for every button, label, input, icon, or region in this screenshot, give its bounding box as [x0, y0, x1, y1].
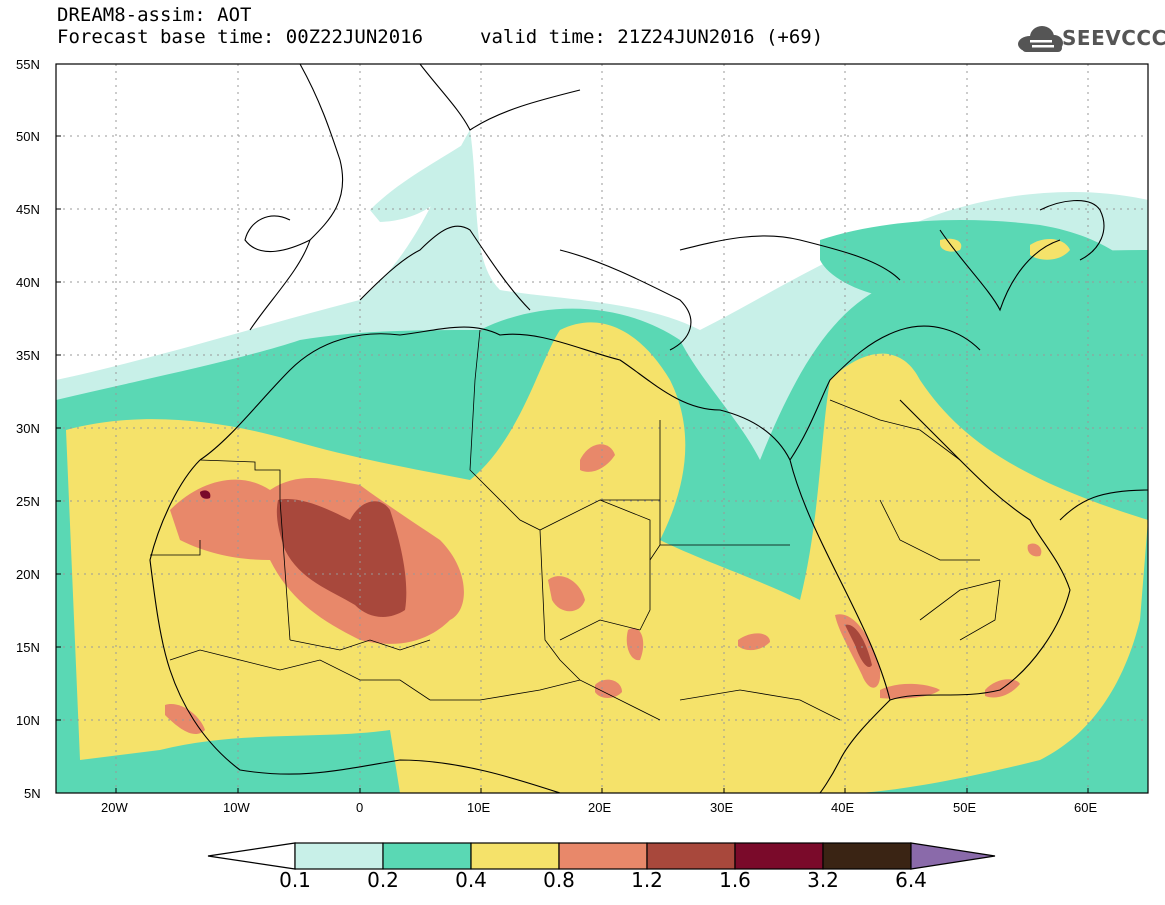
lon-label-20w: 20W	[101, 800, 128, 815]
lat-label-20n: 20N	[16, 567, 40, 582]
lon-label-10w: 10W	[223, 800, 250, 815]
colorbar-box-0.4	[470, 842, 560, 870]
colorbar-box-1.6	[734, 842, 824, 870]
lat-label-15n: 15N	[16, 640, 40, 655]
forecast-base-time: Forecast base time: 00Z22JUN2016	[57, 26, 424, 48]
cloud-logo-icon	[1018, 26, 1063, 52]
lat-label-30n: 30N	[16, 421, 40, 436]
aot-field	[56, 64, 1148, 793]
colorbar-high-arrow	[910, 842, 996, 870]
colorbar-label-6.4: 6.4	[895, 868, 927, 892]
lon-label-60e: 60E	[1074, 800, 1098, 815]
lat-label-50n: 50N	[16, 129, 40, 144]
aot-band-0.8-libya	[580, 444, 615, 472]
colorbar-box-1.2	[646, 842, 736, 870]
lat-label-10n: 10N	[16, 713, 40, 728]
lat-label-40n: 40N	[16, 275, 40, 290]
colorbar-box-0.2	[382, 842, 472, 870]
aot-band-1.6	[200, 490, 211, 499]
aot-band-1.2-redsea	[845, 624, 872, 668]
aot-band-0.8-east	[738, 633, 770, 651]
lat-label-35n: 35N	[16, 348, 40, 363]
aot-band-0.4-caspian	[1030, 238, 1070, 260]
lon-label-50e: 50E	[953, 800, 977, 815]
aot-band-0.8-car	[595, 679, 622, 698]
map-title: DREAM8-assim: AOT	[57, 4, 252, 26]
lat-label-5n: 5N	[24, 786, 41, 801]
logo-text: SEEVCCC	[1062, 26, 1165, 50]
colorbar-label-3.2: 3.2	[807, 868, 839, 892]
aot-band-0.8-chad	[548, 576, 585, 612]
colorbar-box-0.8	[558, 842, 648, 870]
colorbar-box-0.1	[294, 842, 384, 870]
aot-band-0.8-sudan	[626, 628, 644, 661]
lon-label-40e: 40E	[831, 800, 855, 815]
axis-ticks	[56, 135, 1089, 793]
colorbar-label-1.2: 1.2	[631, 868, 663, 892]
lon-label-10e: 10E	[467, 800, 491, 815]
colorbar-label-1.6: 1.6	[719, 868, 751, 892]
lat-label-25n: 25N	[16, 494, 40, 509]
lon-label-20e: 20E	[588, 800, 612, 815]
aot-band-0.8-arabia	[1027, 543, 1042, 557]
colorbar-low-arrow	[207, 842, 296, 870]
lat-label-55n: 55N	[16, 57, 40, 72]
colorbar	[207, 842, 996, 870]
borders	[150, 329, 1001, 721]
coastlines	[149, 64, 1148, 793]
aot-band-0.8-guinea	[165, 704, 205, 735]
colorbar-label-0.1: 0.1	[279, 868, 311, 892]
valid-time: valid time: 21Z24JUN2016 (+69)	[480, 26, 824, 48]
colorbar-label-0.4: 0.4	[455, 868, 487, 892]
colorbar-box-3.2	[822, 842, 912, 870]
lon-label-30e: 30E	[710, 800, 734, 815]
colorbar-label-0.2: 0.2	[367, 868, 399, 892]
aot-band-1.2	[276, 499, 407, 617]
graticule	[56, 64, 1148, 793]
lat-label-45n: 45N	[16, 202, 40, 217]
colorbar-label-0.8: 0.8	[543, 868, 575, 892]
lon-label-0: 0	[356, 800, 364, 815]
aot-band-0.1-north	[370, 140, 470, 222]
